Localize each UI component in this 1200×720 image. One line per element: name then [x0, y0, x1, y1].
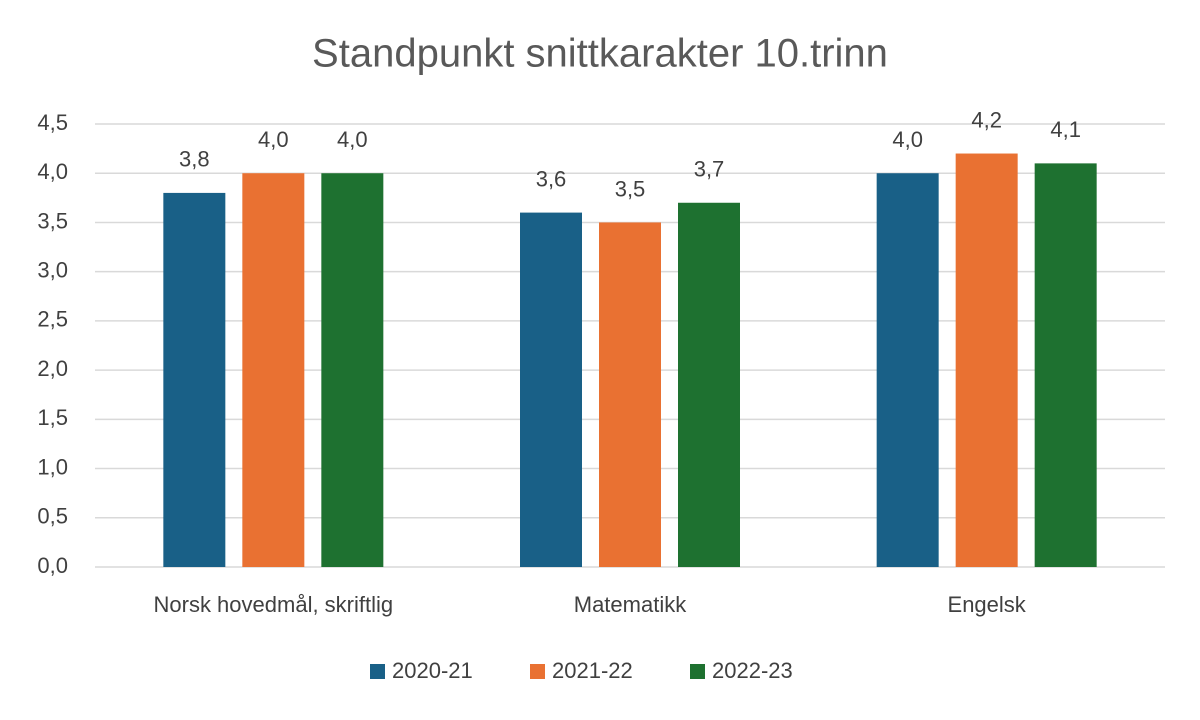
- data-label: 4,1: [1050, 117, 1081, 142]
- data-label: 3,6: [536, 166, 567, 191]
- y-tick-label: 2,5: [37, 307, 68, 332]
- data-label: 3,5: [615, 176, 646, 201]
- bar: [242, 173, 305, 567]
- y-tick-label: 3,0: [37, 257, 68, 282]
- data-label: 4,0: [892, 127, 923, 152]
- legend-swatch: [370, 664, 385, 679]
- bar: [955, 153, 1018, 568]
- data-label: 4,0: [258, 127, 289, 152]
- data-label: 4,2: [971, 107, 1002, 132]
- bar: [520, 212, 582, 567]
- y-tick-label: 1,5: [37, 405, 68, 430]
- bar: [163, 192, 226, 567]
- data-label: 3,7: [694, 157, 725, 182]
- x-tick-label: Engelsk: [948, 592, 1027, 617]
- legend-label: 2020-21: [392, 658, 473, 683]
- legend-label: 2021-22: [552, 658, 633, 683]
- bar: [599, 222, 661, 567]
- y-tick-label: 0,0: [37, 553, 68, 578]
- y-tick-label: 4,5: [37, 110, 68, 135]
- data-label: 3,8: [179, 147, 210, 172]
- legend-swatch: [690, 664, 705, 679]
- bar: [321, 173, 384, 567]
- y-tick-label: 0,5: [37, 504, 68, 529]
- bar: [876, 173, 939, 567]
- y-tick-label: 4,0: [37, 159, 68, 184]
- data-label: 4,0: [337, 127, 368, 152]
- legend-swatch: [530, 664, 545, 679]
- bar: [1034, 163, 1097, 567]
- y-tick-label: 3,5: [37, 208, 68, 233]
- chart-title: Standpunkt snittkarakter 10.trinn: [312, 32, 888, 76]
- y-tick-label: 1,0: [37, 454, 68, 479]
- x-tick-label: Matematikk: [574, 592, 687, 617]
- bar: [678, 202, 740, 567]
- y-tick-label: 2,0: [37, 356, 68, 381]
- legend-label: 2022-23: [712, 658, 793, 683]
- x-tick-label: Norsk hovedmål, skriftlig: [154, 592, 394, 617]
